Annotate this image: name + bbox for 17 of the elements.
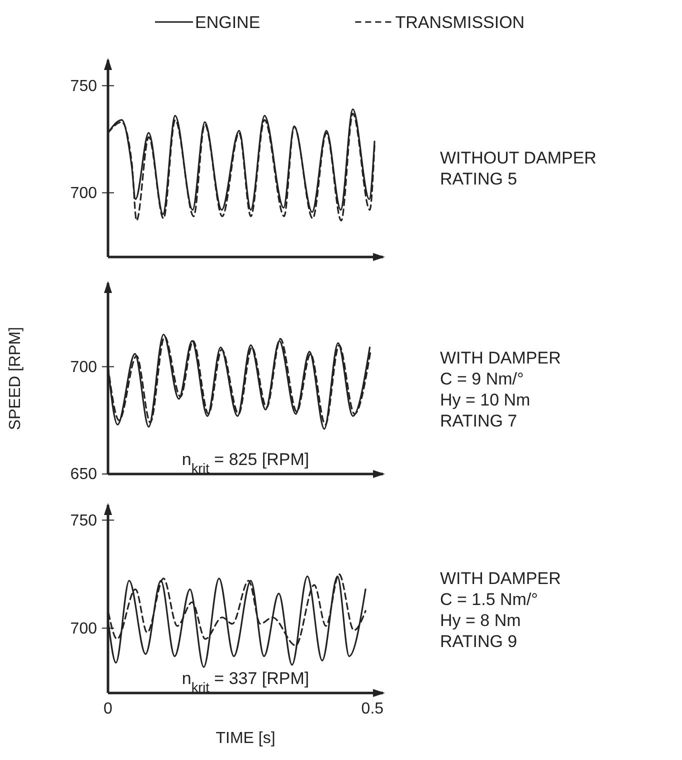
y-axis-title: SPEED [RPM] (7, 326, 24, 430)
legend-label: TRANSMISSION (395, 13, 525, 32)
text: WITHOUT DAMPER RATING 5 (440, 148, 596, 188)
y-tick-label: 650 (70, 466, 98, 484)
y-tick-label: 700 (70, 358, 98, 376)
text: WITH DAMPER C = 9 Nm/° Hy = 10 Nm RATING 7 (440, 348, 561, 430)
y-tick-label: 750 (70, 78, 98, 95)
x-tick-label: 0 (104, 700, 113, 718)
y-tick-label: 750 (70, 512, 98, 530)
y-tick-label: 700 (70, 184, 98, 202)
text: WITH DAMPER C = 1.5 Nm/° Hy = 8 Nm RATING 9 (440, 569, 561, 651)
annotation: n$_{krit}$ = 337 [RPM] (182, 669, 310, 694)
y-tick-label: 700 (70, 620, 98, 638)
x-axis-title: TIME [s] (216, 730, 276, 747)
legend-label: ENGINE (195, 13, 260, 32)
x-tick-label: 0.5 (361, 700, 384, 718)
annotation: n$_{krit}$ = 825 [RPM] (182, 450, 310, 476)
